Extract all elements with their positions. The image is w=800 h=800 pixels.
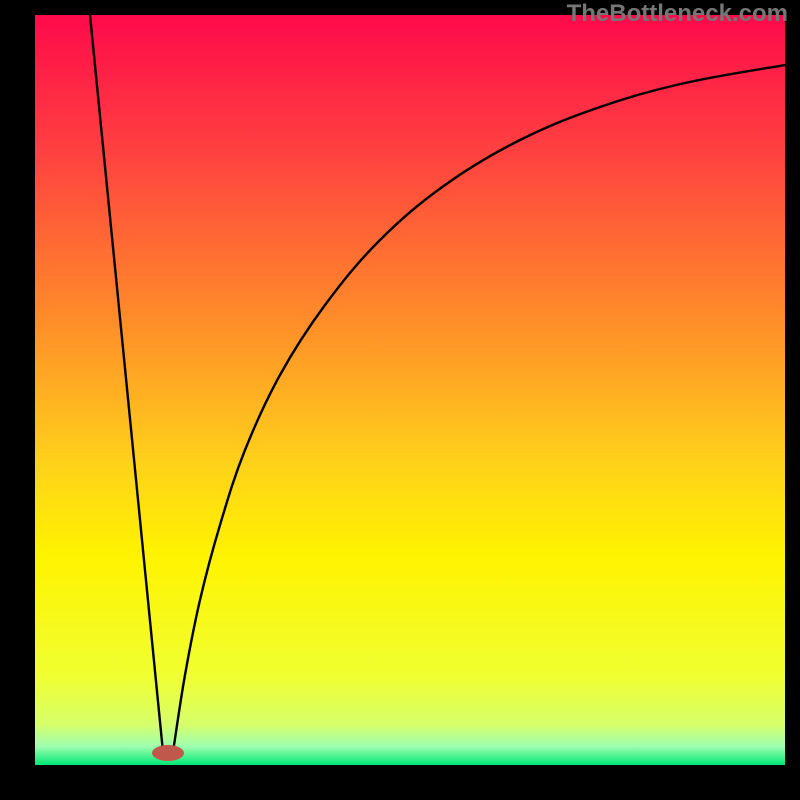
border-right xyxy=(785,0,800,800)
plot-area xyxy=(35,15,785,765)
chart-canvas: TheBottleneck.com xyxy=(0,0,800,800)
border-left xyxy=(0,0,35,800)
left-line xyxy=(90,15,163,752)
border-bottom xyxy=(0,765,800,800)
curves-svg xyxy=(35,15,785,765)
right-curve xyxy=(173,65,785,752)
watermark-text: TheBottleneck.com xyxy=(567,0,788,28)
min-marker xyxy=(152,745,184,761)
